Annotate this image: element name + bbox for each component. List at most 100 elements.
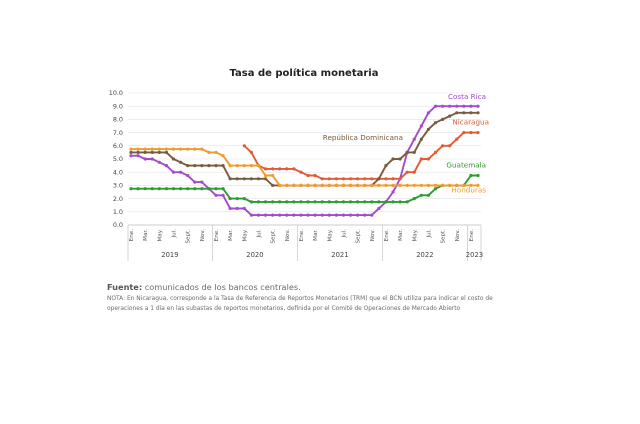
data-point <box>391 190 395 194</box>
data-point <box>448 144 452 148</box>
data-point <box>249 177 253 181</box>
data-point <box>292 167 296 171</box>
data-point <box>341 177 346 181</box>
y-tick-label: 10.0 <box>109 89 123 97</box>
data-point <box>278 213 282 217</box>
data-point <box>412 137 416 141</box>
data-point <box>249 213 253 217</box>
data-point <box>129 187 133 191</box>
x-tick-label: Mar. <box>398 229 404 241</box>
data-point <box>129 147 133 151</box>
data-point <box>476 111 480 115</box>
series-labels: Costa Rica Nicaragua República Dominicana G… <box>323 92 489 195</box>
x-tick-label: Ene. <box>214 229 220 242</box>
x-tick-label: Jul. <box>171 229 177 239</box>
data-point <box>278 200 282 204</box>
series-line <box>131 148 478 187</box>
data-point <box>320 177 324 181</box>
data-point <box>271 213 275 217</box>
year-label: 2021 <box>331 251 348 259</box>
x-tick-label: May. <box>412 229 418 242</box>
y-tick-label: 0.0 <box>113 221 123 229</box>
y-tick-label: 2.0 <box>113 195 123 203</box>
data-point <box>377 177 381 181</box>
data-point <box>278 167 282 171</box>
data-point <box>200 164 204 168</box>
data-point <box>214 187 218 191</box>
data-point <box>455 111 459 115</box>
data-point <box>391 177 395 181</box>
x-tick-label: May. <box>327 229 333 242</box>
data-point <box>221 187 225 191</box>
data-point <box>143 147 147 151</box>
data-point <box>391 183 395 187</box>
data-point <box>285 167 289 171</box>
data-point <box>285 183 289 187</box>
data-point <box>129 150 133 154</box>
data-point <box>263 167 268 171</box>
year-label: 2020 <box>246 251 263 259</box>
data-point <box>334 213 338 217</box>
data-point <box>306 183 310 187</box>
x-tick-label: Nov. <box>455 229 461 241</box>
data-point <box>143 150 147 154</box>
year-label: 2022 <box>416 251 433 259</box>
data-point <box>348 200 353 204</box>
data-point <box>178 187 183 191</box>
y-tick-label: 3.0 <box>113 182 123 190</box>
data-point <box>462 111 466 115</box>
data-point <box>398 183 402 187</box>
data-point <box>476 104 480 108</box>
source-text: comunicados de los bancos centrales. <box>144 282 301 292</box>
x-tick-label: Mar. <box>228 229 234 241</box>
data-point <box>171 157 176 161</box>
y-tick-label: 5.0 <box>113 155 123 163</box>
data-point <box>157 187 161 191</box>
data-point <box>433 187 438 191</box>
data-point <box>341 213 346 217</box>
series-costa-rica <box>129 104 480 217</box>
data-point <box>228 177 232 181</box>
data-point <box>440 183 445 187</box>
data-point <box>129 154 133 158</box>
footnote: NOTA: En Nicaragua, corresponde a la Tas… <box>107 296 493 312</box>
x-tick-label: Nov. <box>285 229 291 241</box>
data-point <box>207 164 211 168</box>
data-point <box>327 183 331 187</box>
source-line: Fuente: comunicados de los bancos centra… <box>107 282 507 292</box>
data-point <box>242 206 246 211</box>
data-point <box>249 164 253 168</box>
data-point <box>249 150 253 154</box>
series-line <box>243 131 478 180</box>
data-point <box>341 200 346 204</box>
data-point <box>193 164 197 168</box>
data-point <box>405 150 409 154</box>
source-note: Fuente: comunicados de los bancos centra… <box>107 282 507 314</box>
data-point <box>426 127 431 131</box>
data-point <box>384 200 388 204</box>
data-point <box>448 104 452 108</box>
data-point <box>469 111 473 115</box>
x-tick-label: Ene. <box>299 229 305 242</box>
data-point <box>462 131 466 135</box>
data-point <box>235 164 239 168</box>
data-point <box>419 193 423 197</box>
data-point <box>263 200 268 204</box>
y-tick-label: 8.0 <box>113 116 123 124</box>
data-point <box>150 147 154 151</box>
policy-rate-chart: Tasa de política monetaria 0.0 1.0 2.0 3.0 4… <box>109 67 489 261</box>
data-point <box>348 177 353 181</box>
x-tick-label: Sept. <box>186 229 192 244</box>
data-point <box>292 213 296 217</box>
data-point <box>348 213 353 217</box>
data-point <box>469 104 473 108</box>
data-point <box>193 187 197 191</box>
data-point <box>136 187 140 191</box>
data-point <box>426 111 431 115</box>
data-point <box>313 200 317 204</box>
data-point <box>469 131 473 135</box>
data-point <box>256 200 261 204</box>
x-tick-label: Jul. <box>341 229 347 239</box>
x-tick-label: Jul. <box>256 229 262 239</box>
data-point <box>327 177 331 181</box>
